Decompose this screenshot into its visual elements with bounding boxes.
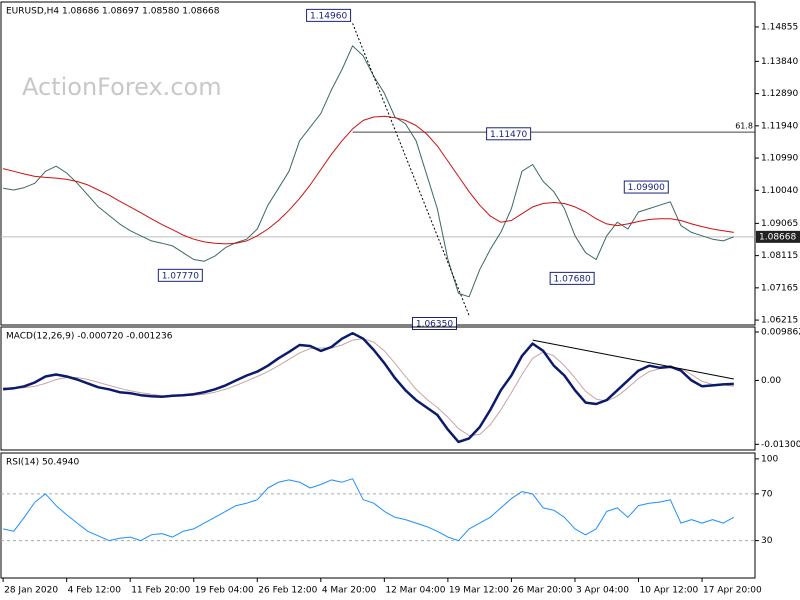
last-price-label: 1.08668 [759, 232, 796, 242]
y-tick-label: 30 [761, 536, 773, 546]
panel-frame [0, 452, 756, 579]
panel-title: RSI(14) 50.4940 [6, 458, 79, 468]
x-tick-label: 28 Jan 2020 [4, 586, 58, 596]
last-price-box [756, 230, 800, 243]
annotation-box [623, 180, 669, 194]
trendline [352, 23, 470, 316]
watermark: ActionForex.com [22, 73, 222, 101]
annotation-label: 1.07770 [162, 271, 199, 281]
y-tick-label: 0.00 [761, 376, 781, 386]
panel-title: MACD(12,26,9) -0.000720 -0.001236 [6, 332, 173, 342]
panel-frame [0, 1, 756, 326]
y-tick-label: 70 [761, 489, 773, 499]
series-line [2, 115, 734, 245]
annotation-box [306, 8, 352, 22]
y-tick-label: -0.013002 [761, 440, 800, 450]
annotation-label: 1.07680 [554, 274, 591, 284]
x-tick-label: 10 Apr 12:00 [640, 586, 699, 596]
trendline [532, 339, 734, 380]
series-line [3, 338, 734, 436]
x-tick-label: 4 Mar 20:00 [322, 586, 377, 596]
x-tick-label: 12 Mar 04:00 [385, 586, 445, 596]
y-tick-label: 1.08115 [761, 251, 798, 261]
x-tick-label: 19 Feb 04:00 [195, 586, 254, 596]
y-tick-label: 1.09065 [761, 219, 798, 229]
x-tick-label: 4 Feb 12:00 [68, 586, 122, 596]
fib-level-label: 61.8 [735, 122, 753, 131]
series-line [3, 45, 734, 298]
y-tick-label: 1.12890 [761, 89, 798, 99]
y-tick-label: 1.11940 [761, 121, 798, 131]
series-line [2, 331, 734, 444]
x-tick-label: 3 Apr 04:00 [576, 586, 629, 596]
annotation-label: 1.11470 [490, 130, 527, 140]
annotation-label: 1.09900 [628, 183, 665, 193]
annotation-box [486, 127, 532, 141]
annotation-label: 1.06350 [416, 320, 453, 330]
y-tick-label: 100 [761, 454, 778, 464]
x-tick-label: 11 Feb 20:00 [131, 586, 190, 596]
panel-title: EURUSD,H4 1.08686 1.08697 1.08580 1.0866… [6, 7, 220, 17]
annotation-box [157, 268, 203, 282]
panel-frame [0, 326, 756, 451]
x-tick-label: 17 Apr 20:00 [703, 586, 762, 596]
series-line [2, 478, 735, 542]
y-tick-label: 1.10040 [761, 186, 798, 196]
annotation-box [549, 271, 595, 285]
y-tick-label: 1.14855 [761, 22, 798, 32]
y-tick-label: 1.13840 [761, 57, 798, 67]
y-tick-label: 1.10990 [761, 154, 798, 164]
y-tick-label: 0.009862 [761, 327, 800, 337]
annotation-label: 1.14960 [310, 11, 347, 21]
y-tick-label: 1.07165 [761, 283, 798, 293]
y-tick-label: 1.06215 [761, 316, 798, 326]
x-tick-label: 26 Feb 12:00 [258, 586, 317, 596]
x-tick-label: 19 Mar 12:00 [449, 586, 509, 596]
x-tick-label: 26 Mar 20:00 [512, 586, 572, 596]
